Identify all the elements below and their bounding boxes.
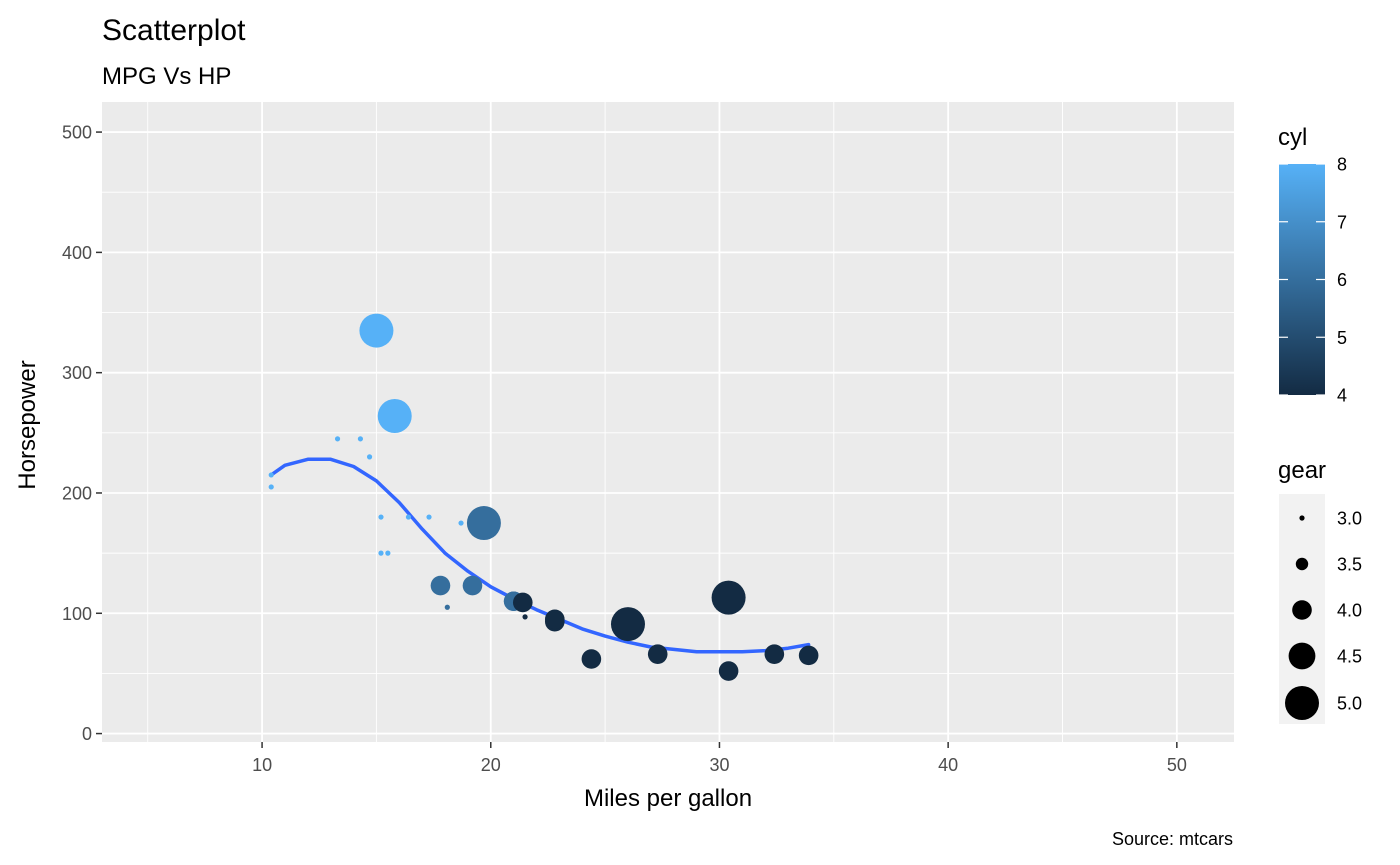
data-point (444, 604, 450, 610)
chart-title: Scatterplot (102, 14, 246, 47)
points-group (268, 313, 819, 681)
data-point (711, 580, 746, 615)
legend-cyl-title: cyl (1278, 124, 1307, 151)
data-point (718, 661, 739, 681)
y-axis-title: Horsepower (14, 360, 41, 489)
legend-gear-label: 5.0 (1337, 694, 1362, 714)
legend-cyl-label: 5 (1337, 328, 1347, 348)
legend-gear-key (1285, 686, 1319, 720)
y-tick-label: 100 (62, 604, 92, 624)
plot-panel (102, 102, 1234, 742)
data-point (334, 436, 341, 442)
data-point (385, 550, 391, 556)
legend-gear-key (1295, 557, 1309, 571)
legend-gear-title: gear (1278, 457, 1326, 484)
y-tick-label: 200 (62, 483, 92, 503)
legend-gear-keys: 3.0 3.5 4.0 4.5 5.0 (1285, 509, 1362, 720)
data-point (378, 514, 384, 520)
data-point (545, 609, 565, 630)
x-tick-label: 30 (709, 755, 729, 775)
data-point (378, 550, 384, 556)
data-point (359, 313, 394, 348)
y-tick-label: 300 (62, 363, 92, 383)
y-tick-label: 0 (82, 724, 92, 744)
data-point (268, 472, 274, 478)
data-point (430, 575, 451, 596)
grid-lines (102, 102, 1234, 742)
x-axis-title: Miles per gallon (584, 785, 752, 812)
legend-cyl-label: 7 (1337, 212, 1347, 232)
data-point (466, 506, 501, 541)
data-point (377, 398, 412, 433)
data-point (610, 607, 645, 642)
legend-cyl-ticks: 4 5 6 7 8 (1279, 155, 1347, 406)
x-tick-label: 20 (481, 755, 501, 775)
caption: Source: mtcars (1112, 829, 1233, 849)
legend-gear-label: 3.5 (1337, 555, 1362, 575)
data-point (764, 644, 785, 664)
data-point (581, 649, 602, 669)
y-tick-label: 500 (62, 123, 92, 143)
legend-gear-label: 3.0 (1337, 509, 1362, 529)
x-tick-label: 10 (252, 755, 272, 775)
x-tick-label: 50 (1167, 755, 1187, 775)
smooth-trend-line (269, 457, 811, 654)
x-tick-label: 40 (938, 755, 958, 775)
data-point (458, 520, 464, 526)
y-axis-ticks: 0 100 200 300 400 500 (62, 123, 102, 744)
y-tick-label: 400 (62, 243, 92, 263)
data-point (366, 454, 373, 460)
data-point (798, 645, 819, 666)
data-point (647, 644, 668, 664)
legend-gear-label: 4.0 (1337, 601, 1362, 621)
legend-gear-key (1292, 600, 1312, 620)
data-point (462, 575, 483, 596)
data-point (512, 592, 533, 613)
legend-gear-key (1299, 515, 1305, 521)
legend-cyl-label: 8 (1337, 155, 1347, 175)
legend-cyl-label: 4 (1337, 386, 1347, 406)
data-point (426, 514, 432, 520)
legend-gear-label: 4.5 (1337, 647, 1362, 667)
data-point (522, 614, 528, 620)
smooth-line-group (269, 457, 811, 654)
data-point (405, 514, 412, 520)
chart-subtitle: MPG Vs HP (102, 63, 231, 90)
data-point (357, 436, 364, 442)
data-point (268, 484, 274, 490)
x-axis-ticks: 10 20 30 40 50 (252, 742, 1187, 775)
legend-gear-key (1288, 642, 1316, 670)
legend-cyl-label: 6 (1337, 270, 1347, 290)
